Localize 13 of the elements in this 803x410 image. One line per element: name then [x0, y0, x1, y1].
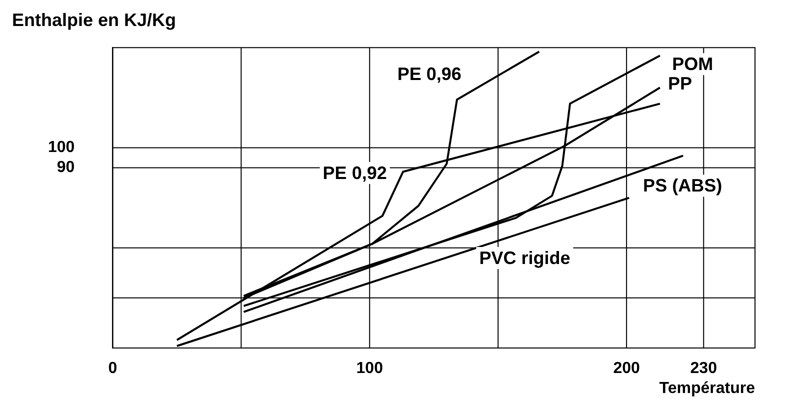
- series-label: POM: [672, 54, 714, 74]
- series-label: PE 0,96: [397, 64, 462, 84]
- x-axis-title: Température: [659, 380, 756, 397]
- x-tick-label: 100: [356, 360, 384, 378]
- x-tick-label: 230: [690, 360, 718, 378]
- series-label: PP: [668, 74, 692, 94]
- y-tick-label: 90: [56, 159, 75, 176]
- series-label: PS (ABS): [643, 176, 722, 196]
- series-label: PE 0,92: [322, 162, 387, 183]
- x-tick-label: 200: [613, 360, 640, 378]
- y-axis-title: Enthalpie en KJ/Kg: [12, 10, 176, 30]
- series-label: PVC rigide: [479, 248, 570, 268]
- x-tick-label: 0: [108, 360, 118, 378]
